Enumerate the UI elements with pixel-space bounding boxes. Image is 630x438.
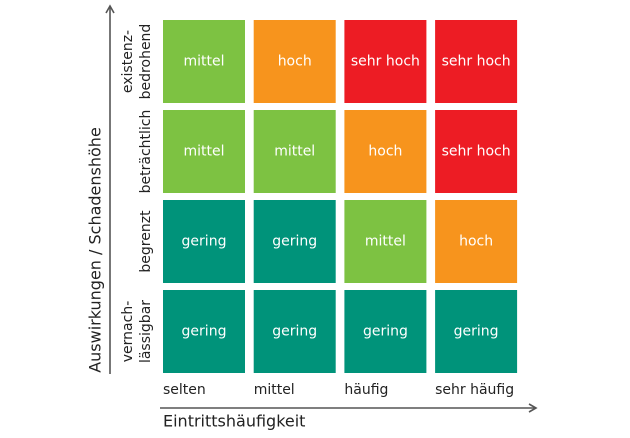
cell-label: gering — [182, 324, 227, 340]
column-label: sehr häufig — [435, 382, 514, 398]
row-label: existenz- — [120, 30, 136, 93]
risk-cell — [435, 290, 518, 373]
risk-cell — [163, 20, 245, 103]
x-axis-label: Eintrittshäufigkeit — [163, 412, 305, 431]
cell-label: mittel — [274, 144, 315, 160]
risk-cell — [344, 200, 427, 283]
cell-label: mittel — [183, 54, 224, 70]
risk-cell — [435, 20, 518, 103]
cell-label: hoch — [368, 144, 402, 160]
cell-label: gering — [272, 324, 317, 340]
y-axis-label: Auswirkungen / Schadenshöhe — [86, 127, 105, 373]
cell-label: sehr hoch — [351, 54, 420, 70]
cell-label: hoch — [459, 234, 493, 250]
cell-label: mittel — [365, 234, 406, 250]
row-label: vernach- — [120, 301, 136, 362]
column-label: mittel — [254, 382, 295, 398]
cell-label: gering — [182, 234, 227, 250]
risk-cell — [435, 110, 518, 193]
row-label: begrenzt — [138, 210, 154, 273]
column-label: häufig — [344, 382, 388, 398]
risk-cell — [163, 290, 245, 373]
cell-label: sehr hoch — [442, 54, 511, 70]
risk-cell — [344, 290, 427, 373]
cell-label: hoch — [278, 54, 312, 70]
cell-label: gering — [363, 324, 408, 340]
risk-cell — [253, 20, 336, 103]
risk-cell — [163, 200, 245, 283]
risk-cell — [435, 200, 518, 283]
risk-cell — [344, 20, 427, 103]
risk-cell — [344, 110, 427, 193]
cell-label: mittel — [183, 144, 224, 160]
risk-cell — [253, 110, 336, 193]
row-label: bedrohend — [138, 24, 154, 100]
cell-label: gering — [454, 324, 499, 340]
column-label: selten — [163, 382, 206, 398]
risk-cell — [253, 200, 336, 283]
row-label: beträchtlich — [138, 110, 154, 194]
row-label: lässigbar — [138, 300, 154, 363]
risk-cell — [163, 110, 245, 193]
cell-label: sehr hoch — [442, 144, 511, 160]
cell-label: gering — [272, 234, 317, 250]
risk-cell — [253, 290, 336, 373]
